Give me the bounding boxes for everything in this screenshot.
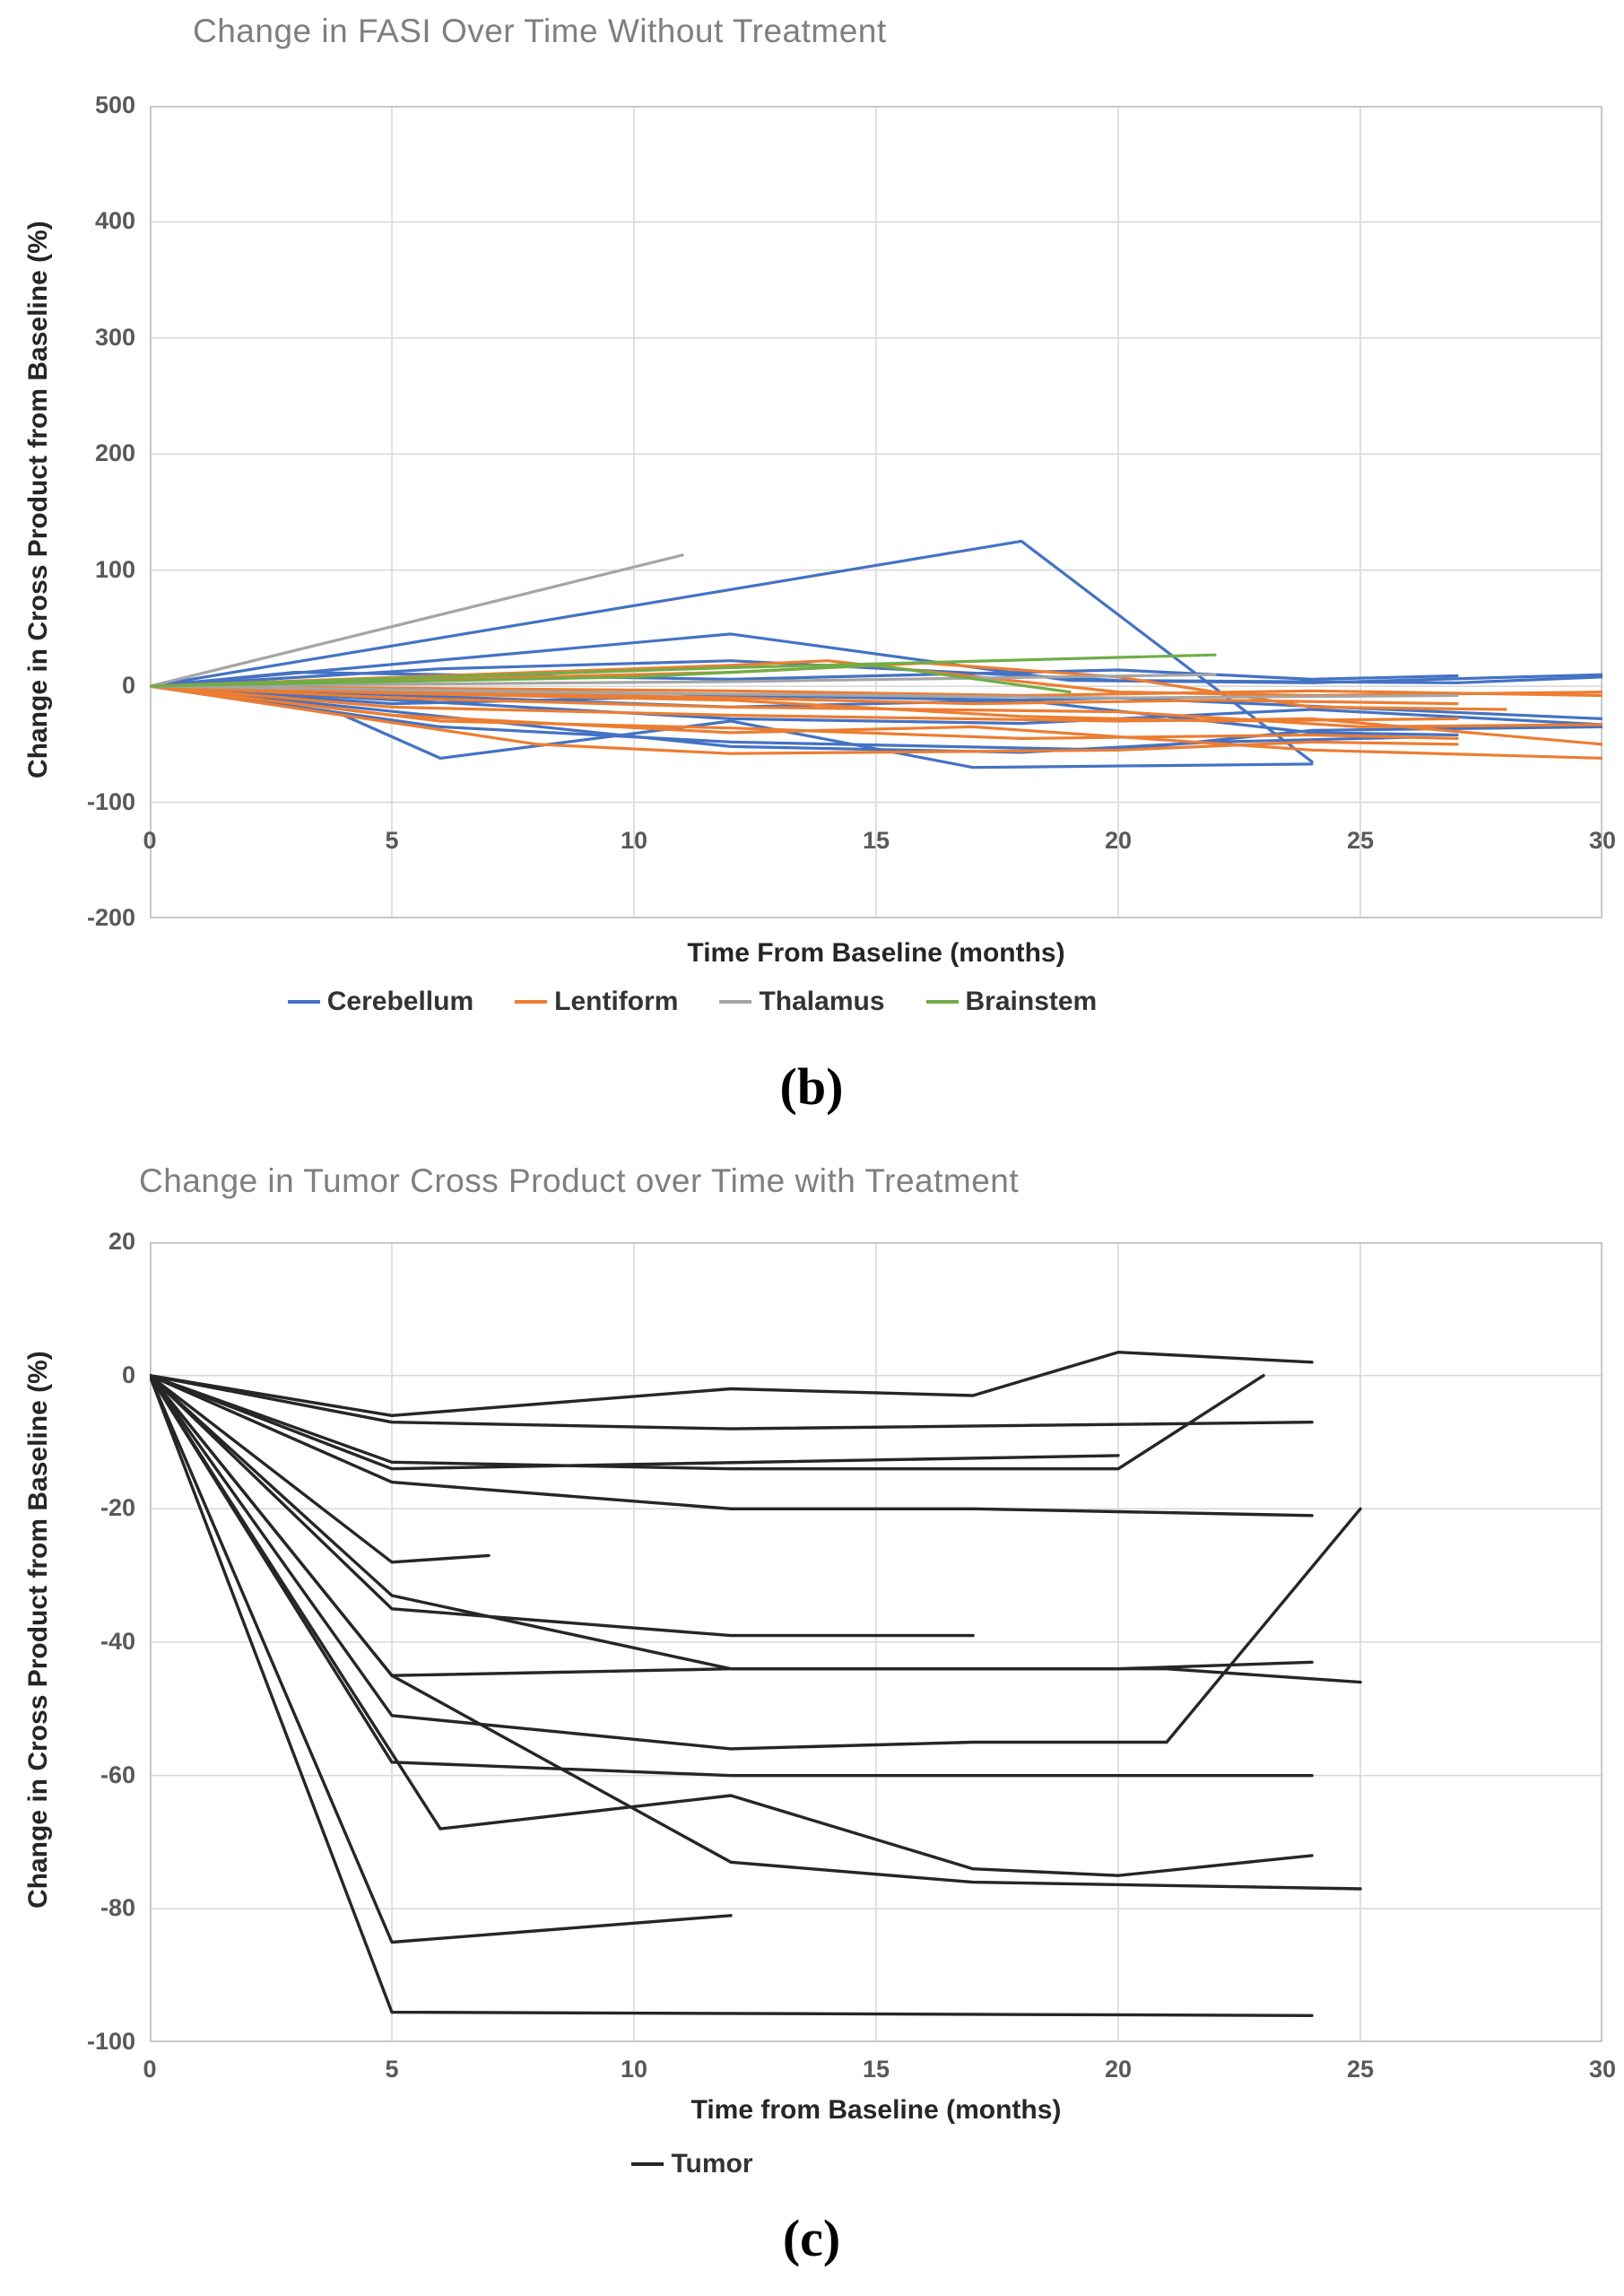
series-line-lentiform — [150, 684, 1459, 723]
y-tick-label: 300 — [94, 323, 135, 351]
legend-item-brainstem: Brainstem — [925, 987, 1098, 1017]
legend-item-tumor: Tumor — [631, 2149, 753, 2179]
y-tick-label: 200 — [94, 439, 135, 467]
chart-c-x-axis-title: Time from Baseline (months) — [690, 2095, 1062, 2125]
x-tick-label: 5 — [385, 2056, 399, 2083]
series-line-tumor — [150, 1373, 1314, 2017]
series-line-cerebellum — [150, 668, 1459, 688]
legend-item-thalamus: Thalamus — [719, 987, 885, 1017]
series-line-cerebellum — [150, 684, 1459, 737]
series-line-tumor — [150, 1373, 1314, 1671]
chart-b-plot-area — [150, 106, 1602, 918]
y-tick-label: -100 — [86, 787, 135, 815]
x-tick-label: 10 — [620, 2056, 648, 2083]
series-line-brainstem — [150, 664, 1072, 694]
x-tick-label: 30 — [1588, 2056, 1617, 2083]
series-line-thalamus — [150, 553, 684, 688]
series-line-tumor — [150, 1373, 1362, 1751]
y-tick-label: -60 — [100, 1761, 135, 1788]
panel-c-label: (c) — [782, 2209, 841, 2267]
legend-label: Cerebellum — [326, 987, 474, 1016]
series-line-tumor — [150, 1373, 1314, 1877]
x-tick-label: 15 — [862, 827, 890, 854]
lentiform-line-marker-icon — [515, 1000, 548, 1004]
x-tick-label: 20 — [1104, 2056, 1133, 2083]
legend-label: Tumor — [671, 2149, 753, 2179]
plot-border — [150, 1242, 1602, 2042]
series-line-tumor — [150, 1373, 975, 1638]
series-line-cerebellum — [150, 684, 1411, 754]
x-tick-label: 25 — [1346, 2056, 1375, 2083]
legend-item-cerebellum: Cerebellum — [287, 987, 474, 1017]
x-tick-label: 25 — [1346, 827, 1375, 854]
y-tick-label: -40 — [100, 1628, 135, 1655]
chart-c-plot-area — [150, 1242, 1602, 2042]
y-tick-label: 500 — [94, 91, 135, 118]
series-line-thalamus — [150, 673, 1217, 688]
series-line-tumor — [150, 1373, 1314, 1778]
panel-b-label: (b) — [779, 1057, 844, 1116]
series-line-cerebellum — [150, 684, 1602, 726]
series-line-tumor — [150, 1373, 1120, 1471]
x-tick-label: 0 — [143, 827, 157, 854]
legend-label: Thalamus — [759, 987, 885, 1016]
series-line-tumor — [150, 1373, 1362, 1891]
series-line-lentiform — [150, 684, 1459, 741]
legend-label: Lentiform — [554, 987, 679, 1016]
tumor-line-marker-icon — [631, 2162, 664, 2166]
chart-b-title: Change in FASI Over Time Without Treatme… — [193, 13, 887, 49]
x-tick-label: 0 — [143, 2056, 157, 2083]
legend-label: Brainstem — [965, 987, 1098, 1016]
chart-c-legend: Tumor — [150, 2149, 1235, 2179]
series-line-tumor — [150, 1373, 1314, 1431]
x-tick-label: 20 — [1104, 827, 1133, 854]
series-line-lentiform — [150, 684, 1459, 706]
plot-border — [150, 106, 1602, 918]
cerebellum-line-marker-icon — [287, 1000, 320, 1004]
x-tick-label: 10 — [620, 827, 648, 854]
series-line-lentiform — [150, 684, 1602, 729]
series-line-cerebellum — [150, 632, 1602, 688]
series-line-brainstem — [150, 653, 1217, 688]
y-tick-label: -100 — [86, 2028, 135, 2055]
series-line-tumor — [150, 1373, 733, 1944]
chart-b-x-axis-title: Time From Baseline (months) — [687, 938, 1065, 968]
y-tick-label: 100 — [94, 555, 135, 583]
series-line-tumor — [150, 1373, 1314, 1518]
series-line-lentiform — [150, 661, 1507, 711]
x-tick-label: 30 — [1588, 827, 1617, 854]
brainstem-line-marker-icon — [925, 1000, 959, 1004]
thalamus-line-marker-icon — [719, 1000, 752, 1004]
series-line-tumor — [150, 1350, 1314, 1418]
series-line-lentiform — [150, 684, 1459, 755]
series-line-tumor — [150, 1373, 491, 1564]
y-tick-label: -200 — [86, 904, 135, 931]
x-tick-label: 15 — [862, 2056, 890, 2083]
series-line-thalamus — [150, 684, 1459, 700]
chart-b-legend: Cerebellum Lentiform Thalamus Brainstem — [150, 987, 1235, 1017]
y-tick-label: 0 — [121, 1361, 135, 1388]
y-tick-label: 20 — [108, 1228, 135, 1255]
series-line-tumor — [150, 1373, 1265, 1471]
x-tick-label: 5 — [385, 827, 399, 854]
y-tick-label: -80 — [100, 1894, 135, 1922]
series-line-cerebellum — [150, 539, 1314, 763]
y-tick-label: 400 — [94, 207, 135, 235]
chart-canvas — [150, 1242, 1602, 2042]
y-tick-label: 0 — [121, 672, 135, 700]
series-line-lentiform — [150, 684, 1602, 746]
chart-c-title: Change in Tumor Cross Product over Time … — [139, 1162, 1020, 1199]
legend-item-lentiform: Lentiform — [515, 987, 678, 1017]
chart-canvas — [150, 106, 1602, 918]
series-line-cerebellum — [150, 684, 1602, 752]
y-tick-label: -20 — [100, 1494, 135, 1522]
